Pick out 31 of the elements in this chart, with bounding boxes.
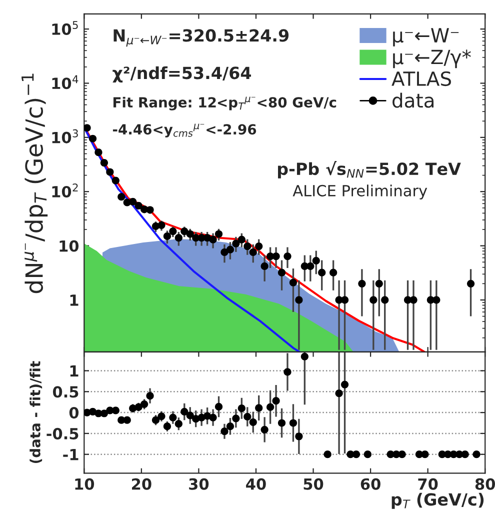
legend-label: μ⁻←W⁻ [393, 28, 459, 46]
annotation: p-Pb √s$_{NN}$=5.02 TeV [278, 160, 461, 178]
y-axis-title: (data - fit)/fit [30, 361, 42, 464]
annotation: ALICE Preliminary [292, 184, 428, 200]
legend-label: data [392, 92, 434, 108]
legend-label: ATLAS [392, 71, 451, 86]
y-tick-label: 10$^{2}$ [52, 183, 78, 198]
x-tick-label: 60 [360, 478, 380, 490]
x-tick-label: 80 [475, 478, 495, 490]
annotation: N$_{μ⁻←W⁻}$=320.5±24.9 [114, 29, 289, 47]
y-tick-label: -1 [63, 449, 78, 460]
x-axis-title: p$_{T}$ (GeV/c) [392, 492, 484, 509]
x-tick-label: 70 [418, 478, 438, 490]
y-tick-label: 0.5 [52, 386, 78, 398]
y-axis-title: dN$^{μ⁻}$/dp$_{T}$ (GeV/c)$^{−1}$ [22, 74, 48, 294]
x-tick-label: 30 [189, 478, 209, 490]
x-tick-label: 40 [246, 478, 266, 490]
annotation: Fit Range: 12<p$_{T}$$^{μ⁻}$<80 GeV/c [113, 96, 336, 110]
x-tick-label: 50 [304, 478, 324, 490]
x-tick-label: 20 [132, 478, 152, 490]
y-tick-label: 10$^{3}$ [52, 129, 78, 144]
annotation: χ²/ndf=53.4/64 [112, 66, 251, 82]
y-tick-label: 1 [70, 365, 78, 377]
y-tick-label: 0 [69, 407, 79, 419]
y-tick-label: 1 [70, 294, 78, 306]
legend-label: μ⁻←Z/γ* [393, 50, 471, 68]
y-tick-label: 10$^{5}$ [52, 21, 78, 35]
y-tick-label: 10 [60, 240, 79, 252]
y-tick-label: -0.5 [46, 428, 78, 440]
y-tick-label: 10$^{4}$ [52, 75, 78, 90]
annotation: -4.46<y$_{cms}$$^{μ⁻}$<-2.96 [112, 124, 256, 138]
